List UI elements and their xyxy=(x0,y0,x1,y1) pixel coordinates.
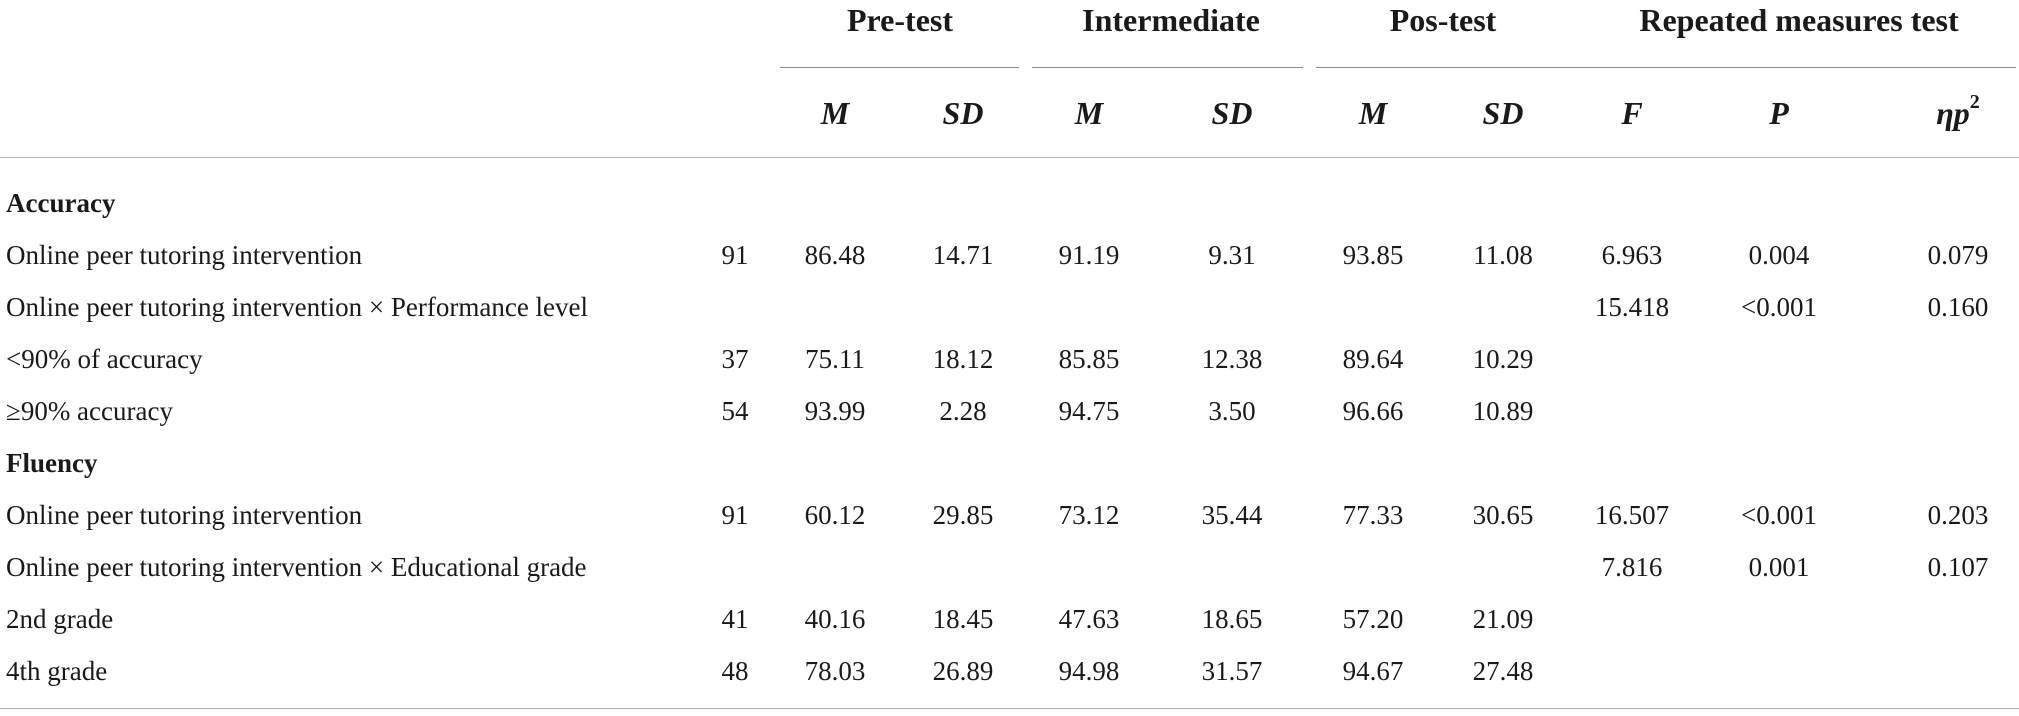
table-row: Online peer tutoring intervention 91 60.12… xyxy=(0,492,2019,544)
subheader-int-m: M xyxy=(1074,95,1104,131)
subheader-eta-p-squared: ηp2 xyxy=(1936,91,1980,132)
subheader-pos-sd: SD xyxy=(1482,95,1524,131)
cell-pre-sd: 18.12 xyxy=(932,344,994,374)
subheader-p: P xyxy=(1769,95,1789,131)
cell-n: 91 xyxy=(721,240,749,270)
table-row: Online peer tutoring intervention 91 86.48… xyxy=(0,232,2019,284)
cell-int-sd: 31.57 xyxy=(1201,656,1263,686)
cell-pos-sd: 27.48 xyxy=(1472,656,1534,686)
cell-int-m: 91.19 xyxy=(1058,240,1120,270)
subheader-pre-sd: SD xyxy=(942,95,984,131)
cell-pos-sd: 11.08 xyxy=(1473,240,1533,270)
cell-f: 6.963 xyxy=(1601,240,1663,270)
table-bottom-rule xyxy=(0,708,2019,709)
row-label: <90% of accuracy xyxy=(6,344,203,374)
cell-p: <0.001 xyxy=(1741,292,1817,322)
cell-p: 0.001 xyxy=(1748,552,1810,582)
cell-pos-m: 57.20 xyxy=(1342,604,1404,634)
cell-n: 37 xyxy=(721,344,749,374)
cell-pre-m: 86.48 xyxy=(804,240,866,270)
row-label: Online peer tutoring intervention × Educ… xyxy=(6,552,587,582)
cell-int-sd: 12.38 xyxy=(1201,344,1263,374)
cell-int-sd: 9.31 xyxy=(1208,240,1256,270)
section-header-row: Accuracy xyxy=(0,180,2019,232)
cell-pre-m: 40.16 xyxy=(804,604,866,634)
eta-symbol: ηp xyxy=(1936,95,1970,131)
cell-int-m: 47.63 xyxy=(1058,604,1120,634)
table-row: Online peer tutoring intervention × Perf… xyxy=(0,284,2019,336)
cell-pos-m: 94.67 xyxy=(1342,656,1404,686)
cell-pos-sd: 30.65 xyxy=(1472,500,1534,530)
cell-pos-m: 89.64 xyxy=(1342,344,1404,374)
row-label: Online peer tutoring intervention xyxy=(6,240,363,270)
repeated-measures-group-rule xyxy=(1570,67,2016,68)
cell-eta-p-squared: 0.160 xyxy=(1927,292,1989,322)
table-row: ≥90% accuracy 54 93.99 2.28 94.75 3.50 96.66 10… xyxy=(0,388,2019,440)
section-header-row: Fluency xyxy=(0,440,2019,492)
cell-f: 15.418 xyxy=(1594,292,1670,322)
cell-int-sd: 35.44 xyxy=(1201,500,1263,530)
row-label: ≥90% accuracy xyxy=(6,396,173,426)
cell-pre-sd: 26.89 xyxy=(932,656,994,686)
cell-pre-m: 75.11 xyxy=(805,344,865,374)
cell-pos-m: 93.85 xyxy=(1342,240,1404,270)
subheader-f: F xyxy=(1621,95,1643,131)
cell-int-m: 94.75 xyxy=(1058,396,1120,426)
cell-n: 91 xyxy=(721,500,749,530)
row-label: Online peer tutoring intervention × Perf… xyxy=(6,292,589,322)
cell-eta-p-squared: 0.079 xyxy=(1927,240,1989,270)
table-row: <90% of accuracy 37 75.11 18.12 85.85 12.38 89… xyxy=(0,336,2019,388)
cell-pre-sd: 14.71 xyxy=(932,240,994,270)
subheader-int-sd: SD xyxy=(1211,95,1253,131)
eta-superscript: 2 xyxy=(1969,91,1980,114)
cell-pre-m: 60.12 xyxy=(804,500,866,530)
cell-pos-sd: 21.09 xyxy=(1472,604,1534,634)
cell-pos-m: 77.33 xyxy=(1342,500,1404,530)
cell-eta-p-squared: 0.107 xyxy=(1927,552,1989,582)
section-label: Fluency xyxy=(6,448,98,478)
cell-pos-m: 96.66 xyxy=(1342,396,1404,426)
pos-test-group-rule xyxy=(1316,67,1570,68)
group-header-intermediate: Intermediate xyxy=(1082,2,1260,38)
cell-f: 7.816 xyxy=(1601,552,1663,582)
cell-int-m: 73.12 xyxy=(1058,500,1120,530)
cell-pos-sd: 10.89 xyxy=(1472,396,1534,426)
cell-int-m: 94.98 xyxy=(1058,656,1120,686)
cell-int-m: 85.85 xyxy=(1058,344,1120,374)
cell-n: 54 xyxy=(721,396,749,426)
subheader-pre-m: M xyxy=(820,95,850,131)
table-row: 4th grade 48 78.03 26.89 94.98 31.57 94.67 27.4… xyxy=(0,648,2019,700)
cell-pre-m: 93.99 xyxy=(804,396,866,426)
cell-n: 41 xyxy=(721,604,749,634)
cell-int-sd: 3.50 xyxy=(1208,396,1256,426)
group-header-repeated-measures: Repeated measures test xyxy=(1639,2,1959,38)
cell-pre-sd: 29.85 xyxy=(932,500,994,530)
cell-pos-sd: 10.29 xyxy=(1472,344,1534,374)
cell-pre-sd: 18.45 xyxy=(932,604,994,634)
cell-n: 48 xyxy=(721,656,749,686)
cell-p: 0.004 xyxy=(1748,240,1810,270)
table-row: 2nd grade 41 40.16 18.45 47.63 18.65 57.20 21.0… xyxy=(0,596,2019,648)
cell-p: <0.001 xyxy=(1741,500,1817,530)
row-label: Online peer tutoring intervention xyxy=(6,500,363,530)
pre-test-group-rule xyxy=(780,67,1019,68)
group-header-pre-test: Pre-test xyxy=(847,2,953,38)
cell-pre-m: 78.03 xyxy=(804,656,866,686)
group-header-pos-test: Pos-test xyxy=(1389,2,1497,38)
subheader-pos-m: M xyxy=(1358,95,1388,131)
cell-eta-p-squared: 0.203 xyxy=(1927,500,1989,530)
row-label: 2nd grade xyxy=(6,604,114,634)
cell-f: 16.507 xyxy=(1594,500,1670,530)
row-label: 4th grade xyxy=(6,656,108,686)
header-bottom-rule xyxy=(0,157,2019,158)
table-row: Online peer tutoring intervention × Educ… xyxy=(0,544,2019,596)
cell-int-sd: 18.65 xyxy=(1201,604,1263,634)
cell-pre-sd: 2.28 xyxy=(939,396,987,426)
section-label: Accuracy xyxy=(6,188,116,218)
intermediate-group-rule xyxy=(1032,67,1303,68)
